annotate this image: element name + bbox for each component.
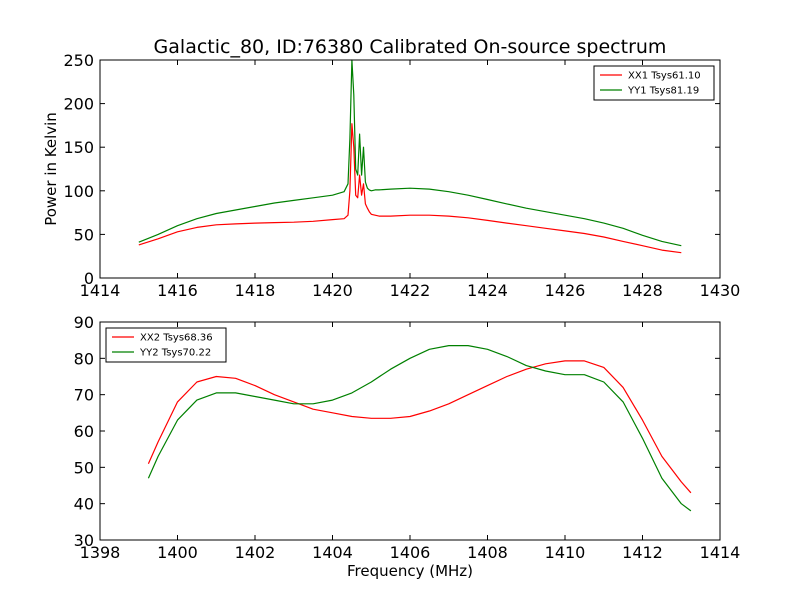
top-plot-x-tick-label: 1422 (390, 281, 431, 300)
top-plot: 1414 1416 1418 1420 1422 1424 1426 1428 1430 0 50 1… (63, 51, 740, 300)
bottom-plot: 1398 1400 1402 1404 1406 1408 1410 1412 1414 30 40… (74, 313, 741, 562)
bottom-plot-y-tick-label: 50 (74, 458, 94, 477)
bottom-plot-x-tick-label: 1406 (390, 543, 431, 562)
top-plot-x-tick-label: 1424 (467, 281, 508, 300)
bottom-plot-legend-label-1: XX2 Tsys68.36 (140, 333, 213, 344)
bottom-plot-y-tick-label: 70 (74, 386, 94, 405)
bottom-plot-x-axis-label: Frequency (MHz) (347, 562, 473, 580)
bottom-plot-legend: XX2 Tsys68.36 YY2 Tsys70.22 (105, 327, 227, 363)
bottom-plot-x-tick-label: 1414 (700, 543, 741, 562)
top-plot-y-tick-label: 50 (74, 225, 94, 244)
bottom-plot-x-tick-label: 1410 (545, 543, 586, 562)
top-plot-y-tick-label: 200 (63, 95, 94, 114)
bottom-plot-legend-label-2: YY2 Tsys70.22 (139, 348, 211, 359)
bottom-plot-series-line-2 (147, 345, 692, 512)
top-plot-x-tick-label: 1416 (157, 281, 198, 300)
top-plot-x-tick-label: 1414 (80, 281, 121, 300)
bottom-plot-y-tick-label: 90 (74, 313, 94, 332)
chart-title: Galactic_80, ID:76380 Calibrated On-sour… (154, 36, 667, 58)
bottom-plot-x-tick-label: 1408 (467, 543, 508, 562)
top-plot-y-axis-label: Power in Kelvin (42, 112, 60, 226)
bottom-plot-x-tick-label: 1412 (622, 543, 663, 562)
top-plot-x-tick-label: 1430 (700, 281, 741, 300)
top-plot-x-tick-label: 1420 (312, 281, 353, 300)
bottom-plot-y-tick-label: 80 (74, 349, 94, 368)
bottom-plot-x-tick-label: 1404 (312, 543, 353, 562)
bottom-plot-x-tick-label: 1400 (157, 543, 198, 562)
bottom-plot-y-tick-label: 60 (74, 422, 94, 441)
top-plot-x-tick-label: 1418 (235, 281, 276, 300)
top-plot-legend: XX1 Tsys61.10 YY1 Tsys81.19 (593, 65, 715, 101)
top-plot-y-tick-label: 0 (84, 269, 94, 288)
top-plot-y-tick-label: 250 (63, 51, 94, 70)
bottom-plot-legend-box (105, 327, 227, 363)
top-plot-series-line-1 (138, 123, 682, 254)
top-plot-legend-box (593, 65, 715, 101)
bottom-plot-series-line-1 (147, 360, 692, 494)
top-plot-x-tick-label: 1428 (622, 281, 663, 300)
bottom-plot-y-tick-label: 40 (74, 495, 94, 514)
bottom-plot-x-tick-label: 1398 (80, 543, 121, 562)
top-plot-legend-label-2: YY1 Tsys81.19 (627, 86, 699, 97)
top-plot-x-tick-label: 1426 (545, 281, 586, 300)
top-plot-y-tick-label: 150 (63, 138, 94, 157)
bottom-plot-x-tick-label: 1402 (235, 543, 276, 562)
top-plot-y-tick-label: 100 (63, 182, 94, 201)
bottom-plot-y-tick-label: 30 (74, 531, 94, 550)
top-plot-series-line-2 (138, 59, 682, 247)
top-plot-legend-label-1: XX1 Tsys61.10 (628, 71, 701, 82)
